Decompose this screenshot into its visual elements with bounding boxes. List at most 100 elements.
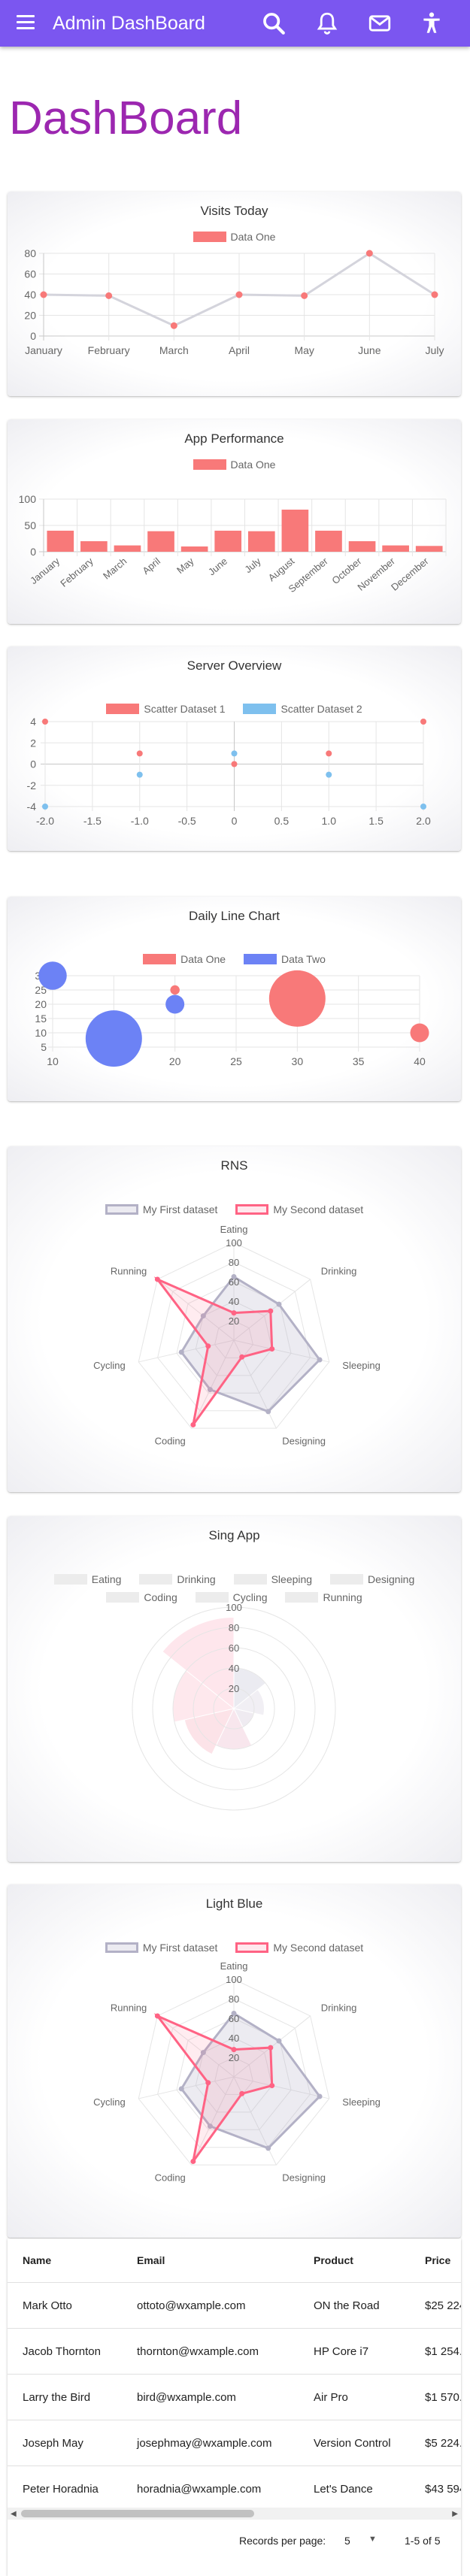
table-scroll-area[interactable]: Name Email Product Price Mark Otto ottot…	[8, 2238, 461, 2508]
legend-label: My Second dataset	[273, 1203, 364, 1215]
legend-item[interactable]: Eating	[53, 1573, 121, 1585]
cell-product: Let's Dance	[299, 2466, 410, 2508]
legend-item[interactable]: Running	[285, 1591, 362, 1603]
cell-product: ON the Road	[299, 2282, 410, 2329]
y-tick-label: -4	[27, 801, 37, 813]
radar-grid	[138, 1978, 330, 2166]
radar-point	[154, 2013, 160, 2019]
scroll-right-arrow-icon[interactable]: ▶	[452, 2510, 458, 2518]
y-tick-label: 4	[30, 716, 36, 728]
legend-item[interactable]: Drinking	[139, 1573, 216, 1585]
legend-label: Data One	[230, 459, 276, 471]
radar-point	[231, 2047, 237, 2053]
legend-item[interactable]: Designing	[329, 1573, 414, 1585]
radar-grid	[157, 1998, 311, 2148]
per-page-select[interactable]: 5 ▼	[344, 2535, 381, 2547]
radar-point	[190, 1421, 196, 1427]
radar-series	[180, 1275, 322, 1413]
scroll-left-arrow-icon[interactable]: ◀	[11, 2510, 17, 2518]
legend-item[interactable]: My First dataset	[105, 1203, 217, 1215]
radar-point	[207, 1387, 213, 1393]
legend-label: Coding	[144, 1591, 177, 1603]
x-tick-label: 25	[230, 1055, 242, 1067]
y-tick-label: 0	[30, 546, 36, 558]
table-row[interactable]: Joseph May josephmay@wxample.com Version…	[8, 2420, 461, 2466]
x-tick-label: 40	[414, 1055, 426, 1067]
app-bar: Admin DashBoard	[0, 0, 470, 47]
legend-item[interactable]: Data Two	[243, 953, 326, 965]
axis-label: Coding	[155, 2172, 186, 2183]
axis-label: Designing	[282, 1435, 326, 1446]
bar	[348, 541, 376, 552]
column-header-name[interactable]: Name	[8, 2238, 122, 2283]
bar	[382, 545, 409, 552]
radar-spoke	[233, 1339, 329, 1363]
legend-item[interactable]: My Second dataset	[235, 1942, 363, 1954]
data-table-card: Name Email Product Price Mark Otto ottot…	[8, 2238, 461, 2576]
cell-email: horadnia@wxample.com	[122, 2466, 299, 2508]
menu-icon[interactable]	[17, 15, 35, 30]
mail-icon[interactable]	[367, 11, 393, 36]
r-tick-label: 40	[229, 1663, 239, 1674]
x-tick-label: 35	[353, 1055, 365, 1067]
legend-item[interactable]: Cycling	[195, 1591, 268, 1603]
column-header-email[interactable]: Email	[122, 2238, 299, 2283]
legend-item[interactable]: Sleeping	[233, 1573, 313, 1585]
rns-card: RNS My First dataset My Second dataset E…	[8, 1146, 461, 1492]
r-tick-label: 80	[229, 1622, 239, 1633]
legend-item[interactable]: Scatter Dataset 1	[106, 703, 226, 715]
radar-point	[269, 2083, 275, 2089]
table-row[interactable]: Larry the Bird bird@wxample.com Air Pro …	[8, 2374, 461, 2420]
visits-line-chart: 0 20 40 60 80 January February March April May Jun…	[24, 247, 444, 356]
legend-label: Scatter Dataset 2	[280, 703, 362, 715]
radar-point	[205, 1343, 211, 1349]
accessibility-icon[interactable]	[419, 11, 444, 36]
x-tick-label: March	[159, 344, 189, 356]
y-tick-label: 15	[35, 1013, 47, 1025]
table-row[interactable]: Mark Otto ottoto@wxample.com ON the Road…	[8, 2282, 461, 2329]
y-tick-label: 5	[41, 1041, 47, 1053]
legend-item[interactable]: My Second dataset	[235, 1203, 363, 1215]
legend-item[interactable]: Data One	[193, 459, 276, 471]
legend-label: Sleeping	[271, 1573, 313, 1585]
x-tick-label: 10	[47, 1055, 59, 1067]
table-row[interactable]: Peter Horadnia horadnia@wxample.com Let'…	[8, 2466, 461, 2508]
legend-label: My Second dataset	[273, 1942, 364, 1954]
column-header-price[interactable]: Price	[410, 2238, 461, 2283]
legend-item[interactable]: Data One	[193, 231, 275, 243]
radar-point	[178, 1349, 184, 1355]
column-header-product[interactable]: Product	[299, 2238, 410, 2283]
sing-polar-chart: 100 80 60 40 20	[132, 1602, 336, 1811]
y-tick-label: 40	[24, 289, 36, 301]
legend-item[interactable]: Coding	[106, 1591, 177, 1603]
card-title: Light Blue	[205, 1896, 263, 1911]
axis-label: Eating	[220, 1224, 248, 1235]
chart-legend-row-2: Coding Cycling Running	[8, 1591, 461, 1603]
bell-icon[interactable]	[314, 11, 340, 36]
table-row[interactable]: Jacob Thornton thornton@wxample.com HP C…	[8, 2328, 461, 2375]
horizontal-scrollbar[interactable]: ◀ ▶	[8, 2508, 461, 2520]
radar-spoke	[138, 2076, 235, 2099]
scrollbar-thumb[interactable]	[21, 2510, 254, 2517]
page-title: DashBoard	[9, 92, 243, 144]
x-tick-label: June	[206, 555, 229, 578]
data-point	[326, 771, 332, 778]
y-tick-label: 0	[30, 758, 36, 770]
legend-item[interactable]: Scatter Dataset 2	[243, 703, 362, 715]
card-title: RNS	[220, 1158, 248, 1173]
legend-label: Running	[323, 1591, 362, 1603]
radar-point	[200, 2050, 206, 2056]
search-icon[interactable]	[261, 11, 287, 36]
x-tick-label: July	[426, 344, 444, 356]
legend-item[interactable]: My First dataset	[105, 1942, 217, 1954]
y-tick-label: 20	[24, 310, 36, 322]
data-point	[431, 291, 438, 298]
data-point	[170, 322, 177, 329]
radar-series	[153, 2013, 274, 2163]
x-tick-label: January	[28, 555, 62, 586]
legend-item[interactable]: Data One	[143, 953, 226, 965]
polar-segment	[183, 1708, 235, 1755]
x-tick-label: -2.0	[36, 815, 54, 827]
x-tick-label: 0	[232, 815, 238, 827]
data-point	[365, 250, 373, 257]
